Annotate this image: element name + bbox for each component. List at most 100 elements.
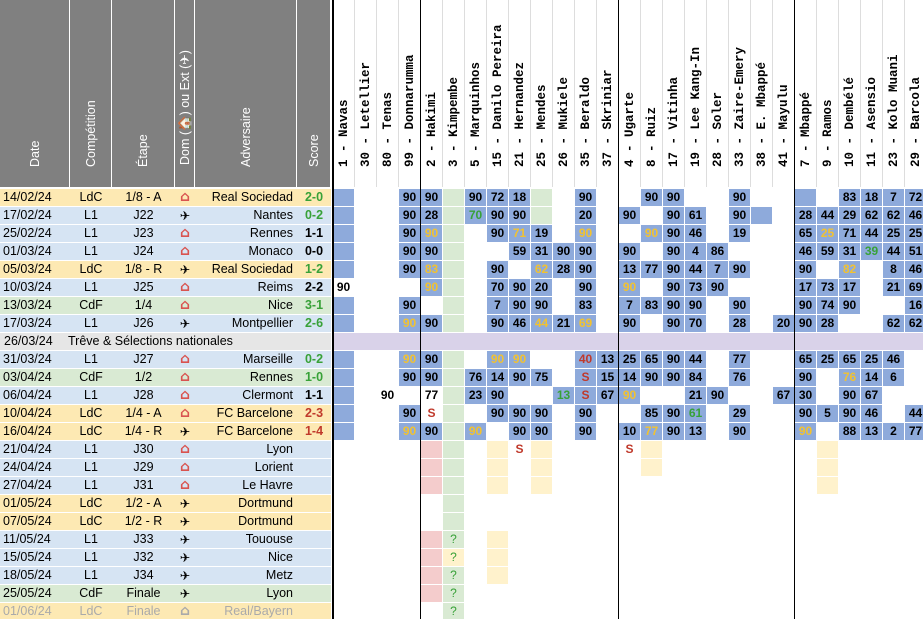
opponent-cell: FC Barcelone bbox=[216, 406, 293, 420]
minutes-cell: 90 bbox=[509, 297, 530, 314]
minutes-cell: 90 bbox=[399, 369, 420, 386]
match-row[interactable]: 01/03/24 L1 J24 ⌂ Monaco 0-0 90 90 59 31 90 90 90 90 4… bbox=[0, 243, 923, 261]
player-header-37[interactable]: 37 - Skriniar bbox=[596, 0, 619, 187]
sanction-cell: S bbox=[515, 442, 524, 456]
player-header-33[interactable]: 33 - Zaire-Emery bbox=[728, 0, 751, 187]
player-header-1[interactable]: 1 - Navas bbox=[332, 0, 355, 187]
match-row[interactable]: 17/03/24 L1 J26 ✈ Montpellier 2-6 90 90 90 46 44 21… bbox=[0, 315, 923, 333]
doubtful-cell bbox=[641, 459, 662, 476]
minutes-cell: 90 bbox=[663, 297, 684, 314]
player-label: 1 - Navas bbox=[337, 99, 351, 167]
match-row[interactable]: 10/03/24 L1 J25 ⌂ Reims 2-2 90 90 70 90 20 90 90 90 73… bbox=[0, 279, 923, 297]
player-header-41[interactable]: 41 - Mayulu bbox=[772, 0, 795, 187]
plane-icon: ✈ bbox=[179, 550, 191, 565]
player-header-15[interactable]: 15 - Danilo Pereira bbox=[486, 0, 509, 187]
player-header-4[interactable]: 4 - Ugarte bbox=[618, 0, 641, 187]
match-row[interactable]: 15/05/24 L1 J32 ✈ Nice? bbox=[0, 549, 923, 567]
minutes-cell: 90 bbox=[487, 351, 508, 368]
match-row[interactable]: 17/02/24 L1 J22 ✈ Nantes 0-2 90 28 70 90 90 20 90 90 6… bbox=[0, 207, 923, 225]
sanction-cell: S bbox=[625, 442, 634, 456]
player-header-8[interactable]: 8 - Ruiz bbox=[640, 0, 663, 187]
player-header-25[interactable]: 25 - Mendes bbox=[530, 0, 553, 187]
player-header-99[interactable]: 99 - Donnarumma bbox=[398, 0, 421, 187]
minutes-cell: 90 bbox=[729, 189, 750, 206]
match-row[interactable]: 18/05/24 L1 J34 ✈ Metz? bbox=[0, 567, 923, 585]
player-header-17[interactable]: 17 - Vitinha bbox=[662, 0, 685, 187]
player-label: 26 - Mukiele bbox=[557, 76, 571, 167]
header-label: Dom (🏠) ou Ext (✈) bbox=[177, 50, 192, 165]
minutes-cell: 10 bbox=[619, 423, 640, 440]
player-header-23[interactable]: 23 - Kolo Muani bbox=[882, 0, 905, 187]
header-opponent[interactable]: Adversaire bbox=[195, 0, 296, 187]
home-icon: ⌂ bbox=[179, 279, 191, 295]
match-row[interactable]: 05/03/24 LdC 1/8 - R ✈ Real Sociedad 1-2 90 83 9… bbox=[0, 261, 923, 279]
divider-line bbox=[420, 0, 421, 619]
match-row[interactable]: 25/02/24 L1 J23 ⌂ Rennes 1-1 90 90 90 71 19 90 90 90 4… bbox=[0, 225, 923, 243]
player-header-26[interactable]: 26 - Mukiele bbox=[552, 0, 575, 187]
minutes-cell: 71 bbox=[839, 225, 860, 242]
minutes-cell: 90 bbox=[575, 423, 596, 440]
match-row[interactable]: 03/04/24 CdF 1/2 ⌂ Rennes 1-0 90 90 76 14 90 75 S 15 1… bbox=[0, 369, 923, 387]
match-row[interactable]: 14/02/24 LdC 1/8 - A ⌂ Real Sociedad 2-0 90 90 9… bbox=[0, 189, 923, 207]
player-header-3[interactable]: 3 - Kimpembe bbox=[442, 0, 465, 187]
match-row[interactable]: 01/06/24 LdC Finale ⌂ Real/Bayern? bbox=[0, 603, 923, 619]
player-header-21[interactable]: 21 - Hernandez bbox=[508, 0, 531, 187]
minutes-cell: 46 bbox=[795, 243, 816, 260]
player-header-19[interactable]: 19 - Lee Kang-In bbox=[684, 0, 707, 187]
suspended-cell bbox=[421, 477, 442, 494]
header-stage[interactable]: Étape bbox=[112, 0, 174, 187]
header-date[interactable]: Date bbox=[0, 0, 69, 187]
competition-cell: L1 bbox=[84, 388, 98, 402]
player-header-11[interactable]: 11 - Asensio bbox=[860, 0, 883, 187]
minutes-cell: 44 bbox=[905, 405, 923, 422]
match-row[interactable]: 16/04/24 LdC 1/4 - R ✈ FC Barcelone 1-4 90 90 90… bbox=[0, 423, 923, 441]
minutes-cell: 61 bbox=[685, 405, 706, 422]
match-row[interactable]: 24/04/24 L1 J29 ⌂ Lorient bbox=[0, 459, 923, 477]
player-header-30[interactable]: 30 - Letellier bbox=[354, 0, 377, 187]
opponent-cell: Reims bbox=[257, 280, 293, 294]
match-row[interactable]: 07/05/24 LdC 1/2 - R ✈ Dortmund bbox=[0, 513, 923, 531]
match-row[interactable]: 01/05/24 LdC 1/2 - A ✈ Dortmund bbox=[0, 495, 923, 513]
header-competition[interactable]: Compétition bbox=[70, 0, 111, 187]
opponent-cell: Marseille bbox=[242, 352, 293, 366]
minutes-cell: 90 bbox=[795, 297, 816, 314]
player-label: 21 - Hernandez bbox=[513, 61, 527, 167]
match-row[interactable]: 10/04/24 LdC 1/4 - A ⌂ FC Barcelone 2-3 90 S 90 9… bbox=[0, 405, 923, 423]
opponent-cell: Real/Bayern bbox=[224, 604, 293, 618]
player-header-10[interactable]: 10 - Dembélé bbox=[838, 0, 861, 187]
score-cell bbox=[297, 531, 331, 548]
match-row[interactable]: 21/04/24 L1 J30 ⌂ Lyon S S bbox=[0, 441, 923, 459]
header-score[interactable]: Score bbox=[297, 0, 330, 187]
match-row[interactable]: 27/04/24 L1 J31 ⌂ Le Havre bbox=[0, 477, 923, 495]
match-row[interactable]: 25/05/24 CdF Finale ✈ Lyon? bbox=[0, 585, 923, 603]
minutes-cell: 19 bbox=[729, 225, 750, 242]
player-header-2[interactable]: 2 - Hakimi bbox=[420, 0, 443, 187]
header-homeaway[interactable]: Dom (🏠) ou Ext (✈) bbox=[175, 0, 194, 187]
match-row[interactable]: 31/03/24 L1 J27 ⌂ Marseille 0-2 90 90 90 90 40 13 25… bbox=[0, 351, 923, 369]
doubtful-cell bbox=[487, 441, 508, 458]
opponent-cell: Lorient bbox=[254, 460, 293, 474]
injured-cell bbox=[443, 441, 464, 458]
player-header-80[interactable]: 80 - Tenas bbox=[376, 0, 399, 187]
competition-cell: CdF bbox=[79, 370, 103, 384]
stage-cell: Finale bbox=[126, 604, 161, 618]
match-row[interactable]: 06/04/24 L1 J28 ⌂ Clermont 1-1 90 77 23 90 13 S 67 90… bbox=[0, 387, 923, 405]
player-header-5[interactable]: 5 - Marquinhos bbox=[464, 0, 487, 187]
match-row[interactable]: 13/03/24 CdF 1/4 ⌂ Nice 3-1 90 7 90 90 83 7 83 90 90 90… bbox=[0, 297, 923, 315]
minutes-cell: 90 bbox=[531, 405, 552, 422]
player-header-29[interactable]: 29 - Barcola bbox=[904, 0, 923, 187]
minutes-cell: 90 bbox=[641, 225, 662, 242]
player-header-7[interactable]: 7 - Mbappé bbox=[794, 0, 817, 187]
suspended-cell bbox=[421, 549, 442, 566]
player-header-28[interactable]: 28 - Soler bbox=[706, 0, 729, 187]
player-header-35[interactable]: 35 - Beraldo bbox=[574, 0, 597, 187]
stage-cell: 1/2 - R bbox=[124, 514, 163, 528]
player-header-9[interactable]: 9 - Ramos bbox=[816, 0, 839, 187]
injured-cell bbox=[443, 297, 464, 314]
minutes-cell: 90 bbox=[531, 423, 552, 440]
minutes-cell: 46 bbox=[905, 207, 923, 224]
player-header-38[interactable]: 38 - E. Mbappé bbox=[750, 0, 773, 187]
competition-cell: L1 bbox=[84, 442, 98, 456]
match-row[interactable]: 11/05/24 L1 J33 ✈ Tououse? bbox=[0, 531, 923, 549]
competition-cell: L1 bbox=[84, 478, 98, 492]
